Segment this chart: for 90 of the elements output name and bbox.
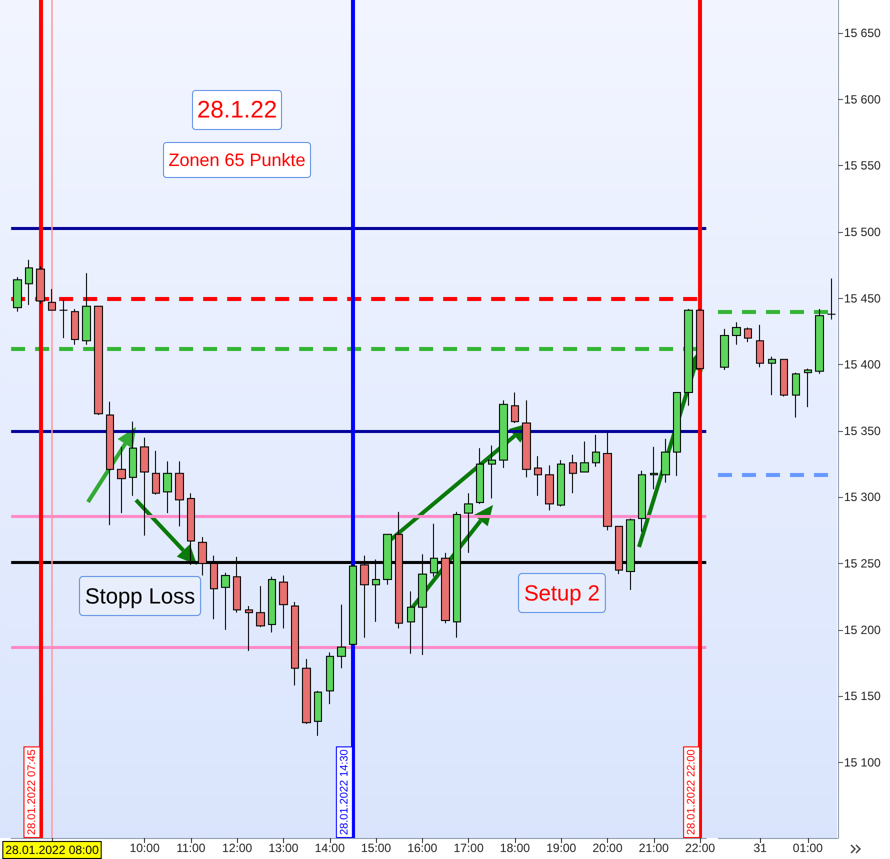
- candlestick: [25, 259, 33, 306]
- candlestick: [407, 590, 415, 654]
- x-tick-label: 17:00: [454, 841, 484, 855]
- candlestick: [94, 306, 103, 416]
- candlestick: [337, 604, 346, 669]
- y-tick-label: 15 600: [844, 92, 882, 106]
- y-tick-label: 15 350: [844, 424, 882, 438]
- candlestick: [744, 327, 752, 343]
- candlestick: [768, 356, 776, 396]
- x-tick-label: 14:00: [314, 841, 346, 855]
- candlestick: [569, 454, 577, 494]
- candlestick: [48, 288, 56, 311]
- x-tick-label: 20:00: [592, 841, 623, 855]
- candlestick: [13, 276, 22, 312]
- candlestick: [302, 658, 311, 724]
- candlestick: [129, 421, 137, 496]
- y-tick-label: 15 100: [844, 755, 882, 770]
- candlestick: [804, 368, 812, 408]
- y-tick-label: 15 500: [844, 225, 882, 240]
- candlestick: [256, 586, 265, 628]
- candlestick: [464, 492, 473, 554]
- x-tick-label: 21:00: [638, 841, 670, 855]
- candlestick: [511, 392, 519, 424]
- candlestick: [268, 576, 276, 633]
- x-tick-label: 15:00: [361, 841, 392, 855]
- candlestick: [592, 434, 600, 468]
- candlestick: [163, 460, 172, 514]
- candlestick: [279, 574, 288, 629]
- candlestick: [815, 308, 824, 374]
- x-tick-label: 01:00: [792, 841, 824, 855]
- candlestick: [82, 272, 91, 346]
- x-tick-label: 19:00: [546, 841, 577, 855]
- candlestick: [638, 470, 646, 532]
- candlestick: [140, 437, 149, 536]
- ref-line-label: 28.01.2022 22:00: [686, 749, 698, 835]
- candlestick: [71, 308, 79, 346]
- candlestick: [557, 460, 565, 508]
- candlestick: [732, 322, 741, 346]
- ref-line-label: 28.01.2022 14:30: [338, 749, 350, 835]
- candlestick: [175, 460, 184, 527]
- candlestick: [534, 456, 542, 496]
- candlestick: [580, 441, 589, 473]
- candlestick: [314, 690, 322, 736]
- y-tick-label: 15 250: [844, 556, 882, 571]
- candlestick: [117, 446, 126, 514]
- y-tick-label: 15 300: [844, 490, 882, 504]
- candlestick: [684, 308, 693, 406]
- candlestick: [720, 328, 729, 370]
- candlestick: [221, 572, 230, 630]
- candlestick: [545, 464, 554, 511]
- ref-line-label: 28.01.2022 07:45: [26, 749, 38, 835]
- candlestick: [756, 324, 764, 368]
- text: Zonen 65 Punkte: [168, 150, 306, 170]
- candlestick: [476, 448, 484, 504]
- x-tick-label: 11:00: [176, 841, 206, 855]
- x-tick-label: 22:00: [685, 841, 716, 855]
- candlestick: [650, 446, 658, 490]
- x-tick-label: 28.01.2022 08:00: [5, 843, 100, 857]
- y-tick-label: 15 550: [844, 158, 882, 173]
- candlestick: [603, 432, 612, 531]
- candlestick: [522, 400, 531, 478]
- candlestick: [59, 299, 68, 339]
- y-tick-label: 15 650: [844, 26, 882, 40]
- candlestick: [488, 445, 496, 500]
- x-tick-label: 31: [753, 841, 768, 855]
- y-tick-label: 15 400: [844, 358, 882, 372]
- candlestick: [291, 601, 299, 686]
- candlestick: [696, 308, 704, 370]
- candlestick: [106, 401, 114, 526]
- x-tick-label: 16:00: [407, 841, 438, 855]
- x-tick-label: 10:00: [130, 841, 160, 855]
- candlestick: [792, 372, 800, 418]
- x-tick-label: 13:00: [268, 841, 299, 855]
- text: 28.1.22: [196, 96, 278, 124]
- x-tick-label: 18:00: [500, 841, 530, 855]
- annotation: Setup 2: [524, 580, 600, 606]
- annotation: Stopp Loss: [85, 584, 196, 608]
- candlestick: [152, 450, 160, 496]
- y-tick-label: 15 200: [844, 622, 882, 637]
- candlestick: [780, 358, 788, 397]
- candlestick: [36, 266, 45, 304]
- candlestick: [827, 278, 836, 320]
- candlestick: [499, 400, 508, 469]
- candlestick: [661, 438, 670, 484]
- candlestick: [326, 652, 334, 705]
- y-tick-label: 15 450: [844, 291, 882, 306]
- candlestick: [673, 392, 681, 477]
- y-tick-label: 15 150: [844, 689, 882, 704]
- candlestick: [245, 605, 253, 652]
- x-tick-label: 12:00: [222, 841, 253, 855]
